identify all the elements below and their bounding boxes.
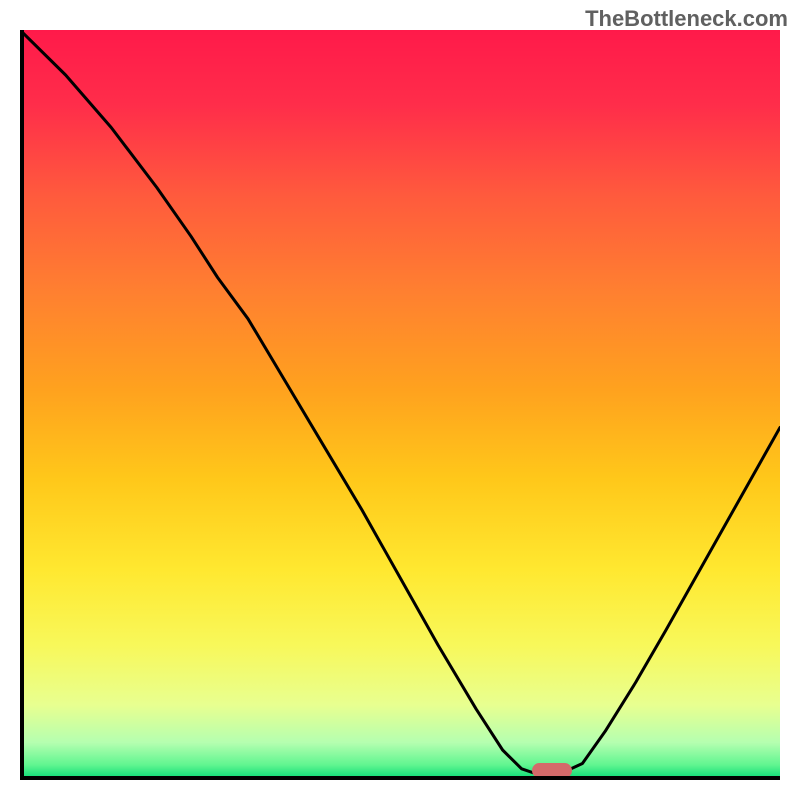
- plot-area: [20, 30, 780, 780]
- x-axis: [20, 776, 780, 780]
- chart-container: TheBottleneck.com: [0, 0, 800, 800]
- bottleneck-curve: [20, 30, 780, 780]
- watermark-text: TheBottleneck.com: [585, 6, 788, 32]
- y-axis: [20, 30, 24, 780]
